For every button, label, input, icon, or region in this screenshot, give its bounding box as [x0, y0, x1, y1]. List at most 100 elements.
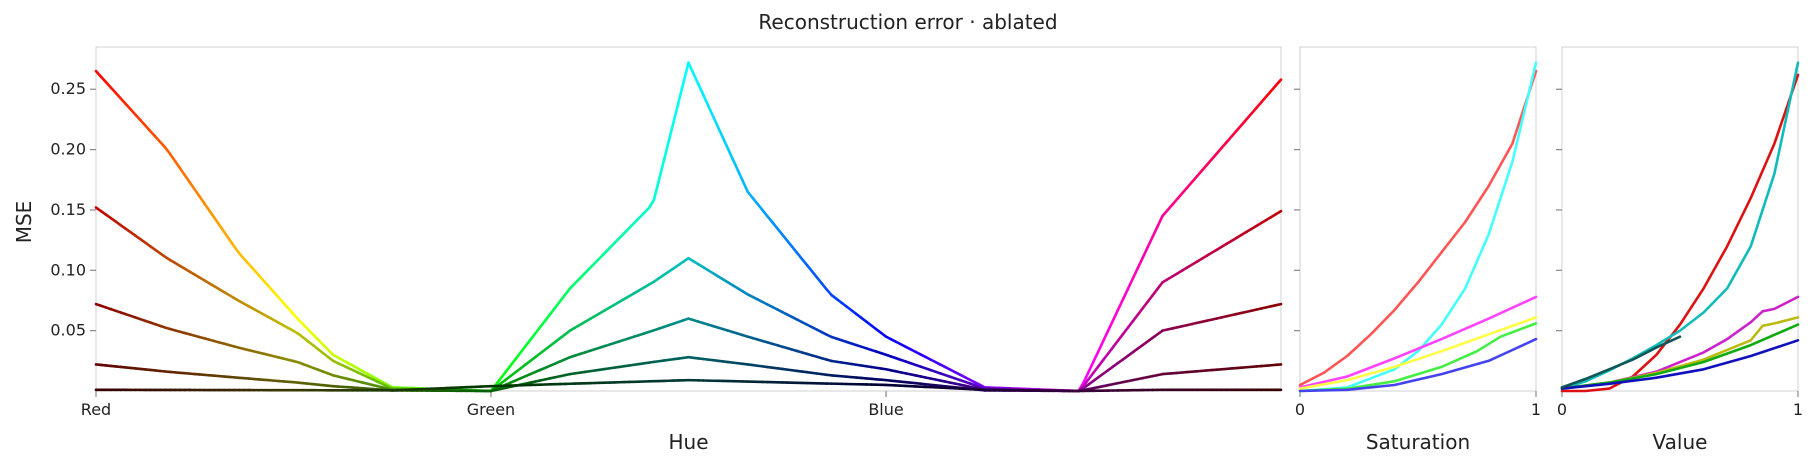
x-tick-label-value: 1 — [1793, 400, 1803, 419]
series-line-hue-0 — [188, 181, 197, 191]
x-tick-label-hue: Blue — [868, 400, 903, 419]
series-line-hue-0 — [805, 263, 814, 273]
series-line-hue-0 — [731, 158, 740, 172]
series-line-hue-0 — [702, 93, 710, 108]
series-line-hue-0 — [524, 338, 532, 348]
series-line-hue-1 — [1274, 209, 1283, 216]
x-axis-label-saturation: Saturation — [1366, 430, 1470, 454]
chart-title: Reconstruction error · ablated — [758, 10, 1057, 34]
series-line-hue-0 — [178, 166, 187, 177]
series-line-hue-0 — [1082, 370, 1090, 384]
series-line-hue-0 — [509, 357, 517, 367]
series-line-hue-0 — [1121, 287, 1130, 301]
series-line-hue-0 — [815, 276, 824, 285]
series-line-hue-1 — [1092, 365, 1100, 375]
series-line-hue-0 — [1092, 350, 1100, 364]
series-line-hue-0 — [218, 223, 226, 234]
series-line-hue-0 — [1111, 308, 1120, 322]
x-tick-label-saturation: 0 — [1295, 400, 1305, 419]
series-line-hue-0 — [776, 227, 784, 236]
series-line-hue-0 — [504, 364, 513, 374]
series-line-hue-0 — [223, 230, 231, 241]
series-line-hue-0 — [781, 233, 789, 242]
series-line-value-6 — [1560, 335, 1682, 389]
series-line-hue-0 — [193, 188, 201, 198]
series-line-hue-0 — [544, 312, 552, 322]
series-line-hue-1 — [1141, 300, 1149, 310]
series-line-hue-0 — [1141, 245, 1149, 259]
x-tick-label-saturation: 1 — [1531, 400, 1541, 419]
series-line-hue-1 — [1131, 313, 1140, 323]
y-tick-label: 0.20 — [50, 140, 86, 159]
y-tick-label: 0.10 — [50, 260, 86, 279]
series-line-hue-0 — [198, 195, 206, 206]
series-line-hue-0 — [232, 245, 241, 255]
series-line-hue-0 — [208, 209, 216, 220]
y-axis-label: MSE — [12, 201, 36, 244]
series-line-hue-0 — [785, 239, 794, 249]
series-line-hue-0 — [790, 245, 799, 255]
x-tick-label-hue: Green — [467, 400, 515, 419]
series-line-hue-1 — [1146, 294, 1154, 304]
series-line-hue-0 — [682, 61, 690, 84]
series-line-hue-1 — [1136, 306, 1145, 316]
series-line-hue-1 — [1151, 287, 1159, 297]
series-line-hue-1 — [1156, 281, 1164, 291]
series-line-hue-0 — [1087, 360, 1095, 374]
series-line-hue-1 — [1121, 326, 1130, 336]
series-line-hue-0 — [1116, 298, 1125, 312]
series-line-hue-0 — [163, 146, 172, 156]
series-line-hue-0 — [677, 81, 685, 104]
series-line-hue-0 — [706, 104, 715, 118]
series-line-hue-0 — [716, 125, 725, 140]
series-line-saturation-1 — [1298, 61, 1538, 393]
series-line-hue-0 — [810, 269, 819, 279]
series-line-hue-1 — [1126, 319, 1135, 329]
series-line-hue-0 — [529, 331, 537, 341]
series-line-hue-0 — [697, 82, 705, 97]
panel-saturation: 0 1 Saturation — [1294, 46, 1541, 454]
series-line-hue-0 — [1126, 277, 1135, 291]
series-line-hue-0 — [766, 214, 774, 224]
series-line-hue-0 — [1106, 318, 1115, 332]
y-tick-label: 0.05 — [50, 321, 86, 340]
series-line-hue-0 — [756, 202, 764, 212]
series-line-hue-1 — [1082, 378, 1090, 388]
series-line-hue-1 — [1106, 345, 1115, 355]
series-line-hue-0 — [746, 190, 754, 200]
series-line-saturation-5 — [1298, 337, 1538, 393]
series-line-hue-0 — [771, 221, 779, 230]
x-axis-label-value: Value — [1653, 430, 1708, 454]
series-line-hue-0 — [514, 351, 522, 361]
series-line-hue-0 — [751, 196, 759, 206]
x-tick-label-value: 0 — [1557, 400, 1567, 419]
series-line-saturation-3 — [1298, 316, 1538, 390]
series-line-hue-1 — [1111, 339, 1120, 349]
series-line-hue-2 — [1274, 302, 1283, 307]
series-line-hue-0 — [548, 306, 557, 316]
y-tick-label: 0.15 — [50, 200, 86, 219]
series-line-hue-0 — [692, 72, 700, 86]
plot-frame-hue — [95, 46, 1282, 392]
series-line-value-1 — [1560, 61, 1800, 390]
series-line-hue-0 — [1136, 256, 1145, 270]
series-line-hue-0 — [534, 325, 542, 335]
panel-hue: 0.05 0.10 0.15 0.20 0.25 Red Green Blue Hue — [50, 46, 1283, 454]
series-line-hue-0 — [741, 179, 750, 194]
series-line-hue-0 — [820, 282, 829, 291]
series-line-value-5 — [1560, 339, 1800, 390]
x-axis-label-hue: Hue — [668, 430, 708, 454]
series-line-hue-0 — [800, 257, 809, 267]
series-line-hue-0 — [183, 173, 192, 184]
x-tick-label-hue: Red — [81, 400, 111, 419]
series-line-hue-0 — [173, 159, 182, 170]
series-line-value-4 — [1560, 323, 1800, 390]
panel-value: 0 1 Value — [1556, 46, 1803, 454]
series-line-hue-0 — [736, 169, 745, 183]
series-line-hue-1 — [1101, 352, 1110, 362]
series-line-hue-0 — [657, 159, 666, 182]
plot-frame-saturation — [1299, 46, 1537, 392]
series-line-hue-0 — [761, 208, 769, 218]
series-line-hue-0 — [553, 299, 562, 309]
series-line-hue-0 — [203, 202, 211, 213]
